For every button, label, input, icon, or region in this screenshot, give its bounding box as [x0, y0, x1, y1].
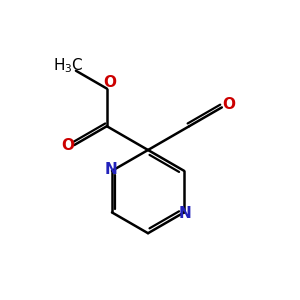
Text: O: O: [103, 75, 116, 90]
Text: N: N: [179, 206, 191, 221]
Text: H$_3$C: H$_3$C: [53, 56, 83, 75]
Text: O: O: [61, 137, 74, 152]
Text: O: O: [222, 97, 235, 112]
Text: N: N: [105, 162, 117, 177]
